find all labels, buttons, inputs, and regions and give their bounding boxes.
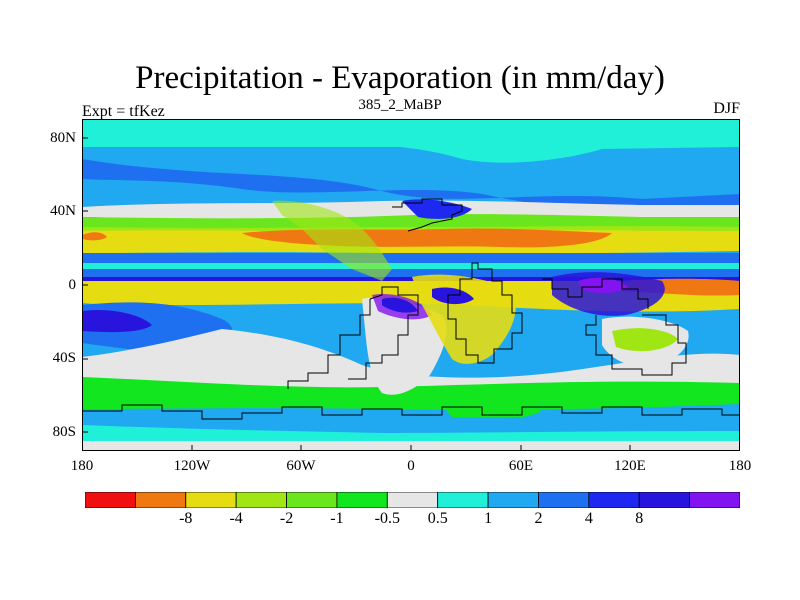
y-tick-label: 80N [50,130,76,146]
colorbar-tick-label: 2 [534,510,543,527]
x-tick-label: 120E [614,458,646,474]
y-tick-label: 40N [50,203,76,219]
colorbar-swatch [286,492,338,508]
subtropical-orange-west [82,232,107,241]
colorbar-tick-label: -2 [279,510,294,527]
x-tick-label: 180 [728,458,752,474]
season-label: DJF [713,100,740,117]
colorbar [85,492,740,508]
colorbar-tick-label: 4 [584,510,593,527]
itcz-cyan [82,263,740,269]
amazon-deep [382,297,418,313]
colorbar-swatch [538,492,590,508]
southern-green-band [82,377,740,410]
coastline-north-america [392,198,463,232]
colorbar-tick-label: 8 [635,510,644,527]
colorbar-swatch [336,492,388,508]
central-africa-wet [432,287,474,305]
northern-blue-band [82,159,740,216]
y-tick-label: 0 [68,277,77,293]
colorbar-tick-label: -1 [330,510,344,527]
colorbar-swatch [85,492,136,508]
australia-green [612,328,678,352]
experiment-label: Expt = tfKez [82,103,165,120]
itcz-band-3 [82,277,740,281]
indonesia-wet [578,277,628,294]
itcz-band-1 [82,253,740,263]
coastlines [82,198,740,420]
x-tick-label: 60E [508,458,534,474]
colorbar-tick-label: 1 [484,510,493,527]
colorbar-tick-label: -4 [229,510,243,527]
x-tick-label: 60W [286,458,316,474]
colorbar-tick-label: -0.5 [374,510,400,527]
arctic-tongue [82,119,740,163]
southern-land-gray [82,329,740,397]
colorbar-swatch [689,492,740,508]
colorbar-swatch [588,492,640,508]
colorbar-swatch [638,492,691,508]
x-tick-label: 120W [173,458,211,474]
colorbar-tick-label: -8 [179,510,193,527]
colorbar-swatch [437,492,489,508]
colorbar-swatch [386,492,439,508]
south-america [362,297,447,395]
coastline-americas-east [348,286,419,380]
north-america [272,200,392,281]
coastline-australia [585,314,687,376]
map-title: Precipitation - Evaporation (in mm/day) [135,60,665,96]
x-tick-label: 180 [70,458,94,474]
colorbar-swatch [235,492,287,508]
coastline-africa [447,262,523,364]
itcz-band-2 [82,269,740,277]
colorbar-tick-label: 0.5 [427,510,448,527]
coastline-south-america [287,299,371,389]
y-tick-label: 40S [52,350,76,366]
colorbar-swatch [487,492,539,508]
coastline-antarctica [82,404,740,420]
coastline-asia [542,278,649,309]
precip-evap-map [82,119,740,451]
x-tick-label: 0 [407,458,415,474]
colorbar-swatch [134,492,187,508]
map-ticks [82,137,631,451]
y-tick-label: 80S [52,424,76,440]
map-subtitle: 385_2_MaBP [358,97,442,113]
south-pacific-deep [82,309,152,333]
colorbar-swatch [185,492,237,508]
